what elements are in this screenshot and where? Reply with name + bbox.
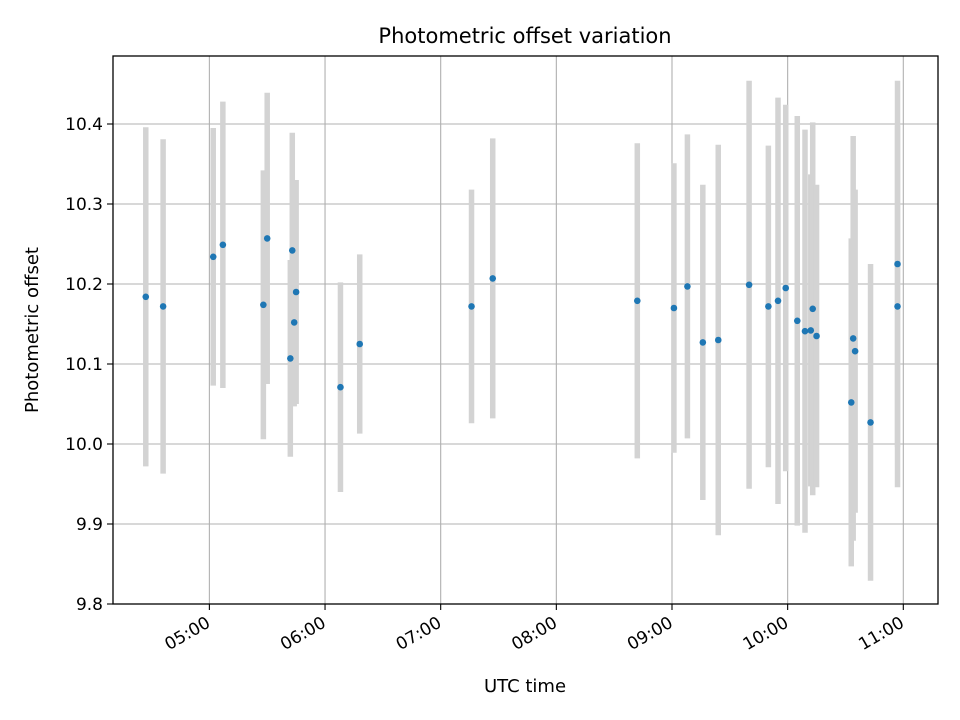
data-point (867, 419, 874, 426)
y-tick-label: 10.0 (65, 435, 103, 455)
plot-frame (112, 55, 939, 605)
data-point (260, 301, 267, 309)
data-point (894, 260, 901, 268)
data-point (782, 284, 790, 292)
data-point (209, 253, 217, 261)
y-tick-label: 9.9 (76, 515, 103, 535)
data-point (288, 247, 296, 254)
data-point (894, 303, 901, 310)
data-point (290, 319, 298, 326)
data-point (745, 281, 753, 289)
data-point (670, 304, 678, 312)
y-tick-label: 10.1 (65, 355, 103, 375)
data-point (714, 336, 722, 344)
data-point (489, 275, 497, 282)
data-point (813, 332, 820, 340)
data-point (219, 241, 227, 249)
data-point (849, 335, 857, 342)
y-tick-label: 10.4 (65, 115, 103, 135)
y-axis-label: Photometric offset (22, 247, 43, 413)
x-axis-label: UTC time (484, 676, 566, 697)
y-tick-label: 9.8 (76, 595, 103, 615)
data-point (263, 235, 271, 242)
data-point (765, 303, 772, 310)
data-point (356, 340, 364, 348)
data-point (774, 297, 782, 305)
data-point (337, 383, 344, 391)
data-point (793, 317, 801, 325)
data-point (807, 327, 815, 334)
data-point (847, 399, 855, 406)
data-point (292, 288, 300, 296)
data-point (142, 293, 150, 301)
data-point (684, 283, 691, 290)
data-point (468, 303, 475, 310)
data-point (699, 339, 707, 346)
data-point (287, 355, 294, 362)
y-tick-label: 10.3 (65, 195, 103, 215)
data-point (809, 305, 817, 313)
y-tick-label: 10.2 (65, 275, 103, 295)
chart-title: Photometric offset variation (378, 24, 671, 48)
data-point (851, 347, 859, 355)
data-point (159, 303, 167, 310)
data-point (801, 327, 809, 335)
data-point (633, 297, 641, 305)
data-points (142, 235, 901, 426)
